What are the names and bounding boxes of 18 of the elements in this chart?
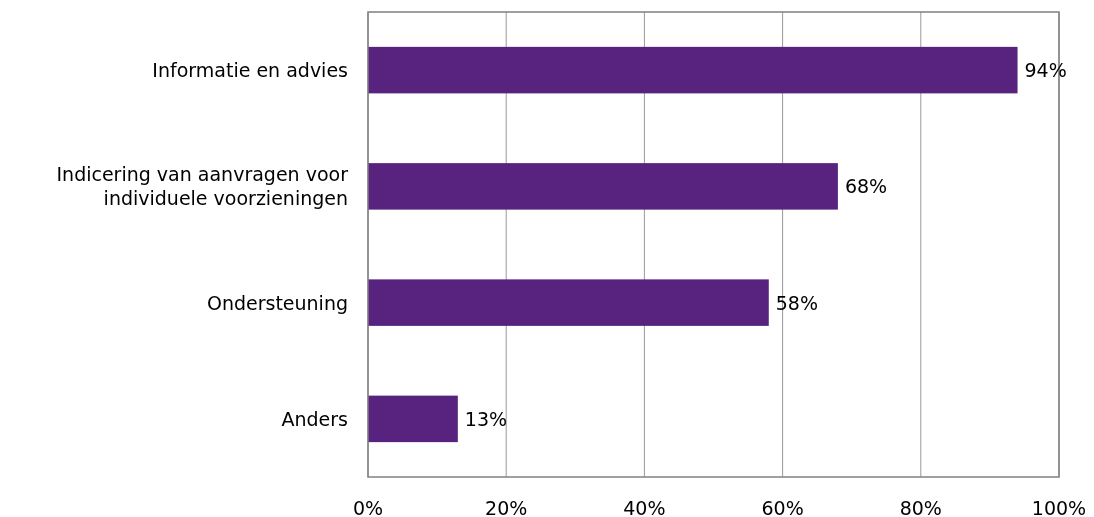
data-label: 94% (1024, 59, 1067, 82)
y-tick-label: Ondersteuning (206, 291, 348, 314)
bar (368, 163, 838, 210)
x-tick-label: 80% (899, 497, 942, 517)
x-tick-label: 60% (761, 497, 804, 517)
y-tick-label: Indicering van aanvragen voor individuele voorzieningen (56, 163, 349, 210)
x-tick-label: 40% (623, 497, 666, 517)
bar (368, 395, 458, 443)
y-tick-label: Informatie en advies (152, 59, 348, 82)
x-tick-label: 20% (485, 497, 528, 517)
data-label: 13% (464, 407, 508, 430)
bar (368, 279, 769, 326)
data-label: 58% (775, 291, 819, 314)
x-tick-label: 0% (352, 497, 384, 517)
data-label: 68% (844, 175, 888, 198)
y-tick-label: Anders (281, 407, 348, 430)
x-tick-label: 100% (1031, 497, 1087, 517)
bar (368, 46, 1018, 94)
